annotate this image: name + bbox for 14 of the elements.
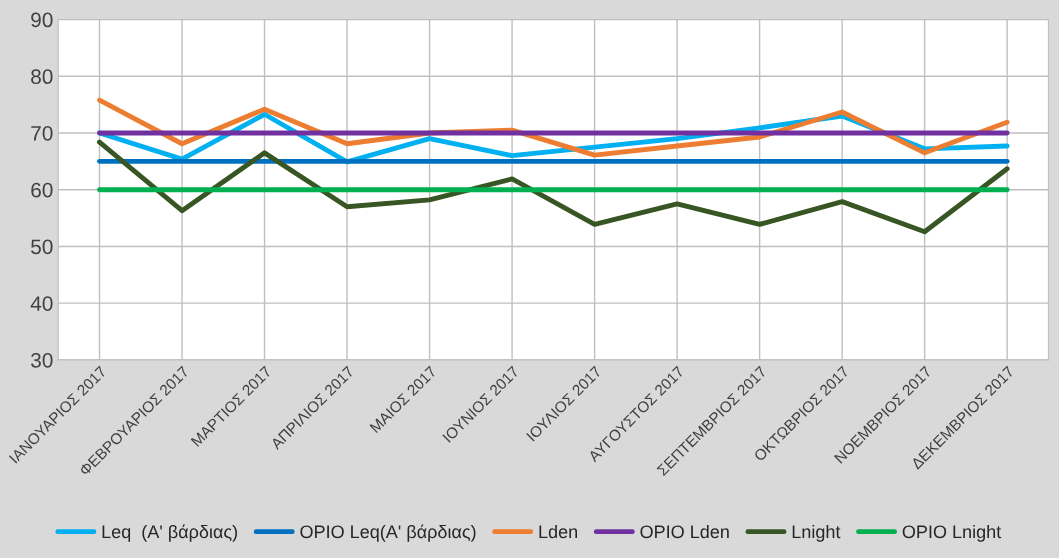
line-series	[97, 139, 1010, 235]
y-tick-label: 70	[31, 125, 53, 141]
y-tick-label: 30	[31, 352, 53, 368]
legend-label: Leq (Α' βάρδιας)	[102, 524, 237, 542]
y-tick-label: 60	[31, 182, 53, 198]
legend-label: ΟΡΙΟ Leq(Α' βάρδιας)	[300, 524, 476, 542]
legend-label: Lnight	[792, 524, 841, 542]
y-tick-label: 40	[30, 296, 53, 311]
legend-label: ΟΡΙΟ Lnight	[902, 524, 1002, 542]
legend-label: Lden	[539, 524, 577, 539]
y-tick-label: 80	[31, 69, 53, 85]
legend-label: ΟΡΙΟ Lden	[640, 524, 729, 539]
y-tick-label: 50	[31, 239, 53, 255]
y-tick-label: 90	[31, 12, 53, 28]
